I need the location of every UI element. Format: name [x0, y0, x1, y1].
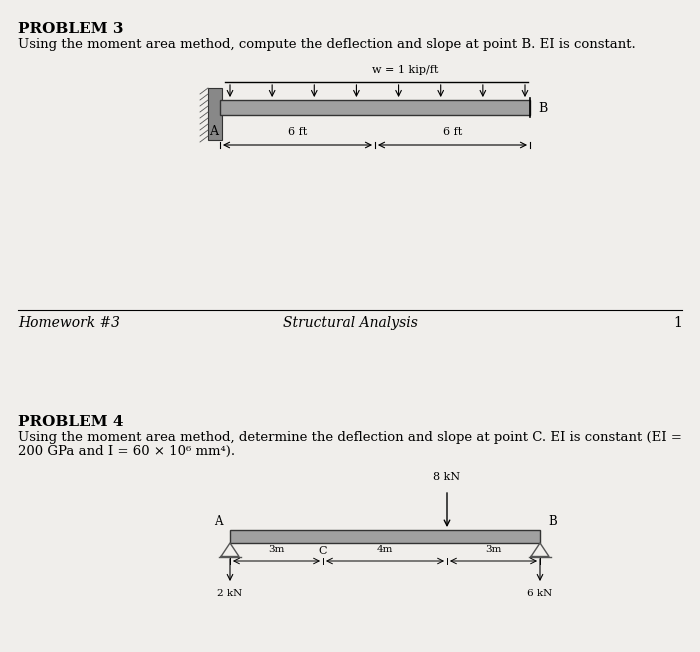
Bar	[230, 530, 540, 543]
Text: 3m: 3m	[268, 545, 285, 554]
Text: A: A	[214, 515, 223, 528]
Text: w = 1 kip/ft: w = 1 kip/ft	[372, 65, 438, 75]
Text: 1: 1	[673, 316, 682, 330]
Text: B: B	[538, 102, 547, 115]
Text: Homework #3: Homework #3	[18, 316, 120, 330]
Text: Using the moment area method, determine the deflection and slope at point C. EI : Using the moment area method, determine …	[18, 431, 682, 444]
Bar	[208, 88, 222, 140]
Text: C: C	[318, 546, 328, 556]
Text: Structural Analysis: Structural Analysis	[283, 316, 417, 330]
Text: 6 ft: 6 ft	[288, 127, 307, 137]
Text: 8 kN: 8 kN	[433, 472, 461, 482]
Text: A: A	[209, 125, 218, 138]
Text: Using the moment area method, compute the deflection and slope at point B. EI is: Using the moment area method, compute th…	[18, 38, 636, 51]
Text: 2 kN: 2 kN	[218, 589, 243, 598]
Text: PROBLEM 3: PROBLEM 3	[18, 22, 123, 36]
Text: 6 ft: 6 ft	[443, 127, 462, 137]
Text: 200 GPa and I = 60 × 10⁶ mm⁴).: 200 GPa and I = 60 × 10⁶ mm⁴).	[18, 445, 235, 458]
Text: PROBLEM 4: PROBLEM 4	[18, 415, 123, 429]
Text: B: B	[548, 515, 556, 528]
Text: 4m: 4m	[377, 545, 393, 554]
Bar	[220, 100, 530, 115]
Text: 3m: 3m	[485, 545, 502, 554]
Text: 6 kN: 6 kN	[527, 589, 552, 598]
